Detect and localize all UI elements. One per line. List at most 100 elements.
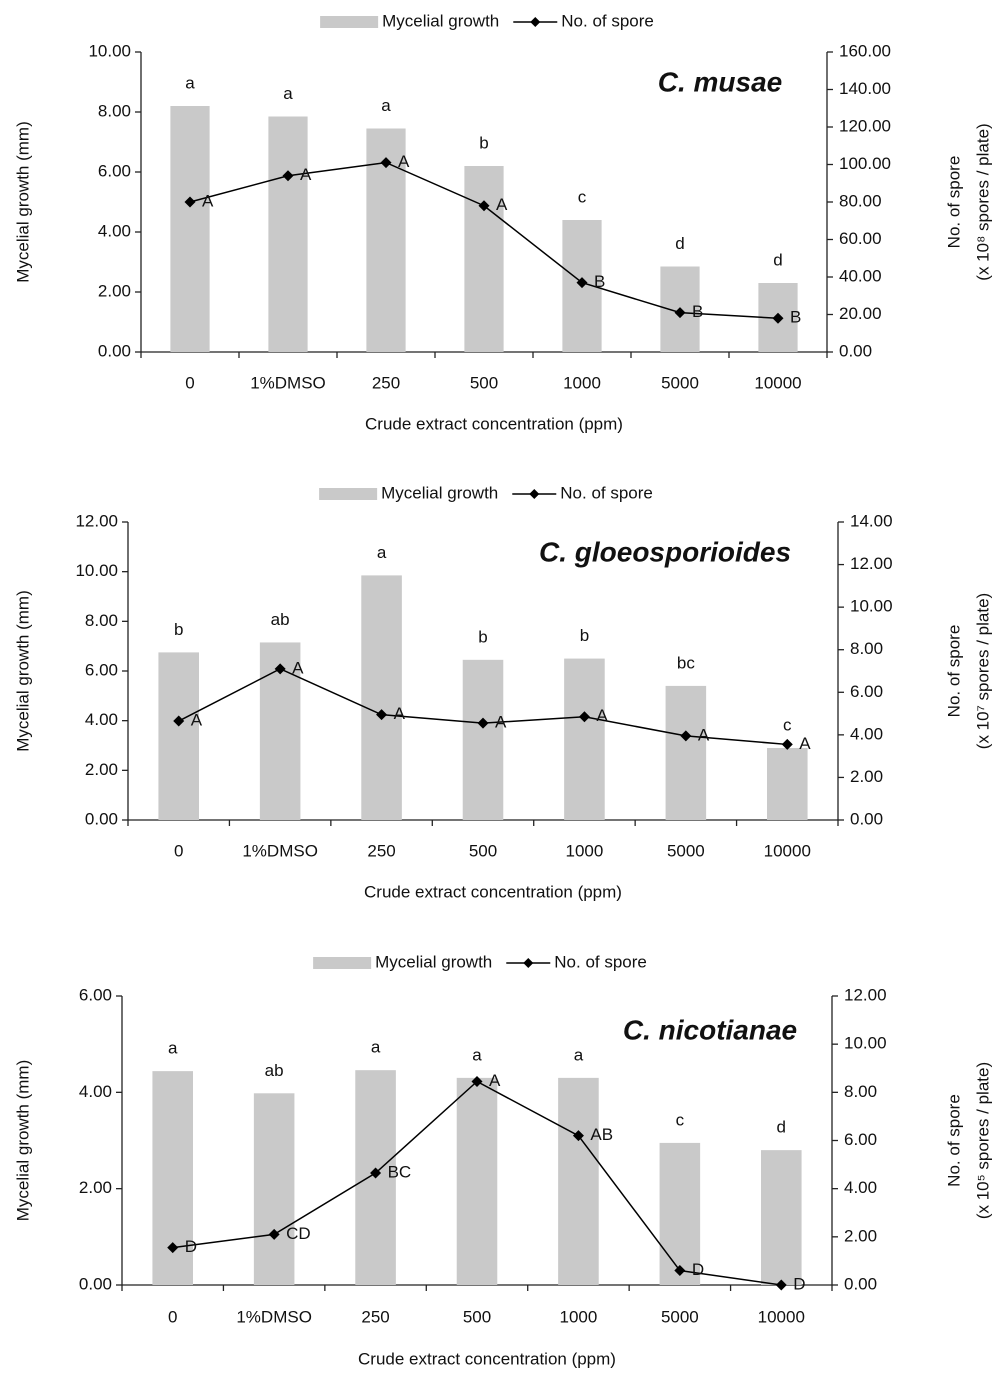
bar-letter: a	[371, 1038, 381, 1057]
bar	[462, 659, 504, 820]
bar-letter: a	[283, 84, 293, 103]
spore-marker	[173, 715, 185, 727]
spore-letter: D	[793, 1274, 805, 1293]
y2-tick-label: 0.00	[850, 809, 883, 828]
spore-letter: A	[496, 195, 508, 214]
spore-marker	[772, 312, 784, 324]
legend-marker	[530, 17, 541, 27]
x-tick-label: 500	[463, 1307, 491, 1326]
spore-marker	[282, 170, 294, 182]
legend: Mycelial growth No. of spore	[319, 483, 653, 502]
bar-letter: b	[174, 620, 183, 639]
x-tick-label: 1%DMSO	[236, 1307, 312, 1326]
y2-tick-label: 2.00	[844, 1226, 877, 1245]
y2-tick-label: 0.00	[839, 341, 872, 360]
bar-letter: c	[578, 187, 587, 206]
y-tick-label: 2.00	[85, 760, 118, 779]
bar-letter: a	[185, 73, 195, 92]
y-tick-label: 6.00	[85, 660, 118, 679]
x-tick-label: 0	[174, 841, 183, 860]
spore-letter: BC	[388, 1162, 412, 1181]
y2-tick-label: 40.00	[839, 266, 882, 285]
bar-letter: d	[777, 1118, 786, 1137]
y2-axis-unit: (x 10⁸ spores / plate)	[973, 123, 992, 280]
x-tick-label: 250	[372, 373, 400, 392]
spore-letter: A	[300, 165, 312, 184]
y-tick-label: 8.00	[98, 101, 131, 120]
y-tick-label: 0.00	[85, 809, 118, 828]
y2-tick-label: 8.00	[844, 1082, 877, 1101]
x-tick-label: 0	[185, 373, 194, 392]
bar	[564, 658, 605, 820]
bar-letter: b	[479, 133, 488, 152]
spore-letter: B	[692, 302, 703, 321]
x-tick-label: 10000	[764, 841, 811, 860]
x-tick-label: 500	[469, 841, 497, 860]
x-tick-label: 0	[168, 1307, 177, 1326]
spore-marker	[674, 1265, 686, 1277]
y-tick-label: 4.00	[98, 221, 131, 240]
spore-letter: D	[185, 1237, 197, 1256]
y-tick-label: 10.00	[88, 41, 131, 60]
y2-axis-unit: (x 10⁵ spores / plate)	[973, 1062, 992, 1219]
chart-title: C. musae	[658, 66, 783, 97]
bar	[456, 1077, 498, 1285]
spore-letter: A	[489, 1071, 501, 1090]
spore-letter: D	[692, 1260, 704, 1279]
spore-marker	[775, 1279, 787, 1291]
chart-title: C. gloeosporioides	[539, 536, 791, 567]
y-tick-label: 6.00	[79, 985, 112, 1004]
legend-marker	[523, 958, 534, 968]
legend-label: No. of spore	[554, 952, 647, 971]
legend-label: Mycelial growth	[375, 952, 492, 971]
legend: Mycelial growth No. of spore	[313, 952, 647, 971]
legend-label: No. of spore	[561, 11, 654, 30]
spore-marker	[471, 1075, 483, 1087]
x-tick-label: 5000	[661, 1307, 699, 1326]
spore-letter: A	[698, 725, 710, 744]
spore-letter: A	[495, 713, 507, 732]
x-axis-title: Crude extract concentration (ppm)	[364, 882, 622, 901]
x-tick-label: 1%DMSO	[242, 841, 318, 860]
x-tick-label: 5000	[661, 373, 699, 392]
bar	[361, 575, 402, 820]
x-tick-label: 250	[361, 1307, 389, 1326]
x-tick-label: 1000	[566, 841, 604, 860]
y-tick-label: 6.00	[98, 161, 131, 180]
y2-tick-label: 60.00	[839, 229, 882, 248]
y2-tick-label: 160.00	[839, 41, 891, 60]
y2-tick-label: 10.00	[844, 1034, 887, 1053]
y-tick-label: 8.00	[85, 611, 118, 630]
x-tick-label: 250	[367, 841, 395, 860]
bar-letter: b	[580, 626, 589, 645]
y-tick-label: 0.00	[98, 341, 131, 360]
spore-marker	[478, 200, 490, 212]
spore-marker	[380, 157, 392, 169]
bar-letter: b	[478, 627, 487, 646]
bar	[665, 685, 707, 820]
y-axis-title: Mycelial growth (mm)	[13, 590, 32, 752]
legend-swatch	[319, 488, 378, 500]
bar-letter: d	[675, 234, 684, 253]
spore-marker	[268, 1228, 280, 1240]
y2-tick-label: 120.00	[839, 116, 891, 135]
spore-marker	[674, 307, 686, 319]
spore-letter: B	[790, 308, 801, 327]
spore-letter: A	[191, 711, 203, 730]
bar-letter: a	[168, 1039, 178, 1058]
spore-marker	[370, 1167, 382, 1179]
bar-letter: bc	[677, 653, 695, 672]
x-axis-title: Crude extract concentration (ppm)	[365, 414, 623, 433]
spore-letter: A	[292, 658, 304, 677]
legend-swatch	[320, 16, 379, 28]
y-tick-label: 2.00	[79, 1178, 112, 1197]
spore-marker	[572, 1130, 584, 1142]
spore-marker	[578, 711, 590, 723]
spore-letter: A	[394, 704, 406, 723]
y-tick-label: 0.00	[79, 1274, 112, 1293]
x-tick-label: 1000	[560, 1307, 598, 1326]
bar-letter: ab	[271, 610, 290, 629]
spore-marker	[184, 196, 196, 208]
y2-axis-title: No. of spore	[944, 1094, 963, 1187]
